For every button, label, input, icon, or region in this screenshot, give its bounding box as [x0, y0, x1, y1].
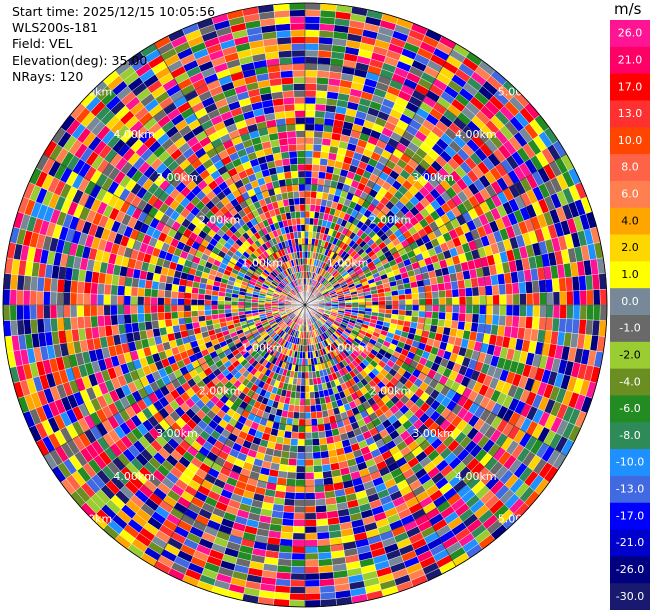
azimuth-line: [304, 304, 457, 567]
range-ring: [244, 244, 366, 366]
colorbar-swatch: [610, 502, 650, 531]
colorbar-tick-label: -30.0: [616, 590, 644, 603]
colorbar-tick-label: 2.0: [621, 241, 639, 254]
range-ring-label: 1.00km: [242, 342, 284, 355]
range-ring-label: 3.00km: [412, 171, 454, 184]
colorbar-tick-label: -10.0: [616, 456, 644, 469]
range-ring-label: 2.00km: [370, 214, 412, 227]
colorbar-tick-label: 0.0: [621, 295, 639, 308]
colorbar-swatch: [610, 100, 650, 128]
colorbar: 26.0 21.0 17.0 13.0 10.0 8.0 6.0 4.0 2.0 1.0 0.0 -1…: [610, 20, 650, 610]
range-ring-label: 4.00km: [113, 128, 155, 141]
range-ring-label: 1.00km: [242, 256, 284, 269]
range-ring: [123, 123, 487, 487]
range-ring: [183, 183, 427, 427]
range-ring-label: 2.00km: [199, 214, 241, 227]
azimuth-line: [43, 304, 306, 457]
colorbar-unit: m/s: [614, 0, 642, 18]
range-ring-label: 2.00km: [199, 384, 241, 397]
plot-border: [2, 2, 608, 608]
range-ring-label: 2.00km: [370, 384, 412, 397]
colorbar-tick-label: -26.0: [616, 563, 644, 576]
elevation-label: Elevation(deg): 35.00: [12, 52, 148, 68]
range-ring-label: 4.00km: [113, 470, 155, 483]
nrays-label: NRays: 120: [12, 68, 84, 84]
colorbar-tick-label: 17.0: [618, 80, 643, 93]
range-ring-label: 3.00km: [412, 427, 454, 440]
azimuth-line: [43, 153, 306, 306]
colorbar-swatch: [610, 449, 650, 477]
colorbar-tick-label: -2.0: [619, 348, 640, 361]
colorbar-tick-label: -6.0: [619, 402, 640, 415]
colorbar-tick-label: -13.0: [616, 483, 644, 496]
azimuth-line: [153, 304, 306, 567]
colorbar-swatch: [610, 368, 650, 396]
plot-info: Start time: 2025/12/15 10:05:56 WLS200s-…: [12, 4, 215, 85]
colorbar-swatch: [610, 315, 650, 343]
colorbar-swatch: [610, 234, 650, 262]
colorbar-swatch: [610, 180, 650, 209]
azimuth-line: [153, 43, 306, 306]
azimuth-line: [304, 43, 457, 306]
colorbar-tick-label: -1.0: [619, 322, 640, 335]
start-time-label: Start time: 2025/12/15 10:05:56: [12, 4, 216, 19]
colorbar-tick-label: -8.0: [619, 429, 640, 442]
velocity-field: [2, 2, 608, 608]
colorbar-tick-label: 10.0: [618, 134, 643, 147]
azimuth-line: [304, 304, 567, 457]
colorbar-tick-label: -21.0: [616, 536, 644, 549]
colorbar-tick-label: 1.0: [621, 268, 639, 281]
range-ring-label: 4.00km: [455, 470, 497, 483]
colorbar-swatch: [610, 556, 650, 584]
colorbar-swatch: [610, 207, 650, 236]
colorbar-swatch: [610, 127, 650, 155]
instrument-label: WLS200s-181: [12, 20, 98, 36]
field-label: Field: VEL: [12, 36, 73, 52]
range-ring-label: 1.00km: [327, 342, 369, 355]
ppi-plot: 1.00km 1.00km 1.00km 1.00km 2.00km 2.00km 2.00…: [2, 2, 608, 608]
range-ring-label: 3.00km: [156, 171, 198, 184]
range-ring: [63, 63, 547, 547]
colorbar-swatch: [610, 475, 650, 504]
colorbar-tick-label: -4.0: [619, 375, 640, 388]
colorbar-swatch: [610, 395, 650, 423]
colorbar-tick-label: 8.0: [621, 161, 639, 174]
azimuth-line: [304, 153, 567, 306]
colorbar-swatch: [610, 73, 650, 101]
colorbar-swatch: [610, 20, 650, 48]
colorbar-tick-label: 21.0: [618, 53, 643, 66]
range-ring-label: 4.00km: [455, 128, 497, 141]
colorbar-tick-label: 4.0: [621, 214, 639, 227]
colorbar-tick-label: 6.0: [621, 188, 639, 201]
colorbar-swatch: [610, 583, 650, 610]
colorbar-swatch: [610, 46, 650, 75]
colorbar-swatch: [610, 529, 650, 557]
colorbar-swatch: [610, 288, 650, 316]
colorbar-swatch: [610, 341, 650, 370]
colorbar-tick-label: -17.0: [616, 509, 644, 522]
colorbar-tick-label: 26.0: [618, 27, 643, 40]
colorbar-tick-label: 13.0: [618, 107, 643, 120]
colorbar-swatch: [610, 154, 650, 182]
range-ring-label: 3.00km: [156, 427, 198, 440]
colorbar-swatch: [610, 422, 650, 450]
range-ring-label: 1.00km: [327, 256, 369, 269]
colorbar-swatch: [610, 261, 650, 289]
